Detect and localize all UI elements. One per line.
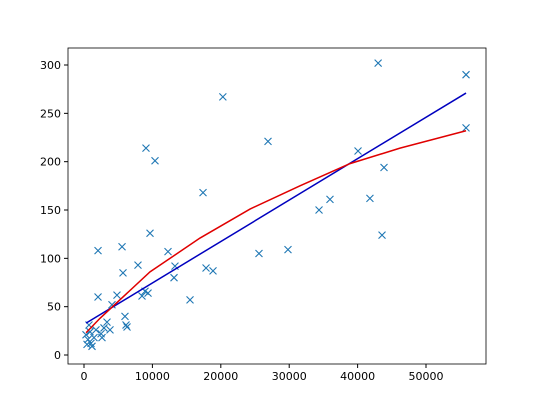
marker (83, 340, 91, 349)
marker (202, 264, 210, 272)
marker (209, 267, 217, 275)
marker (86, 327, 94, 336)
marker (113, 291, 121, 299)
y-tick-label: 250 (40, 107, 61, 120)
fit-line (85, 92, 467, 324)
marker (146, 229, 154, 238)
marker (123, 323, 131, 331)
x-tick-label: 30000 (272, 370, 307, 383)
marker (138, 292, 146, 300)
marker (186, 296, 194, 304)
marker (378, 231, 386, 240)
marker (462, 123, 470, 132)
marker (92, 325, 100, 334)
marker (103, 318, 111, 327)
x-tick-label: 0 (81, 370, 88, 383)
marker (462, 70, 470, 79)
marker (151, 156, 159, 165)
marker (374, 59, 383, 67)
y-tick-label: 50 (47, 301, 61, 314)
marker (142, 144, 150, 153)
marker (284, 245, 292, 254)
marker (264, 137, 272, 146)
marker (122, 321, 130, 329)
marker (82, 330, 90, 339)
marker (94, 246, 102, 255)
marker (170, 273, 178, 282)
x-tick-label: 40000 (340, 370, 375, 383)
marker (100, 324, 108, 332)
y-tick-label: 300 (40, 59, 61, 72)
marker (164, 247, 172, 256)
marker (90, 333, 98, 342)
plot-frame (67, 47, 487, 365)
marker (121, 312, 129, 321)
marker (326, 195, 334, 204)
fit-line (85, 130, 467, 334)
marker (119, 268, 127, 277)
marker (366, 194, 374, 203)
marker (199, 188, 207, 197)
marker (118, 242, 126, 251)
marker (354, 147, 362, 155)
y-tick-label: 100 (40, 252, 61, 265)
marker (108, 300, 116, 309)
marker (94, 293, 102, 301)
x-tick-label: 10000 (135, 370, 170, 383)
marker (315, 206, 323, 214)
marker (144, 289, 152, 298)
marker (84, 335, 92, 344)
x-tick-label: 20000 (203, 370, 238, 383)
marker (98, 333, 106, 342)
y-tick-label: 0 (54, 349, 61, 362)
marker (134, 261, 142, 269)
marker (255, 249, 263, 258)
marker (380, 163, 388, 172)
marker (106, 325, 114, 334)
y-tick-label: 200 (40, 156, 61, 169)
x-tick-label: 50000 (409, 370, 444, 383)
marker (218, 93, 227, 101)
y-tick-label: 150 (40, 204, 61, 217)
marker (88, 342, 96, 351)
